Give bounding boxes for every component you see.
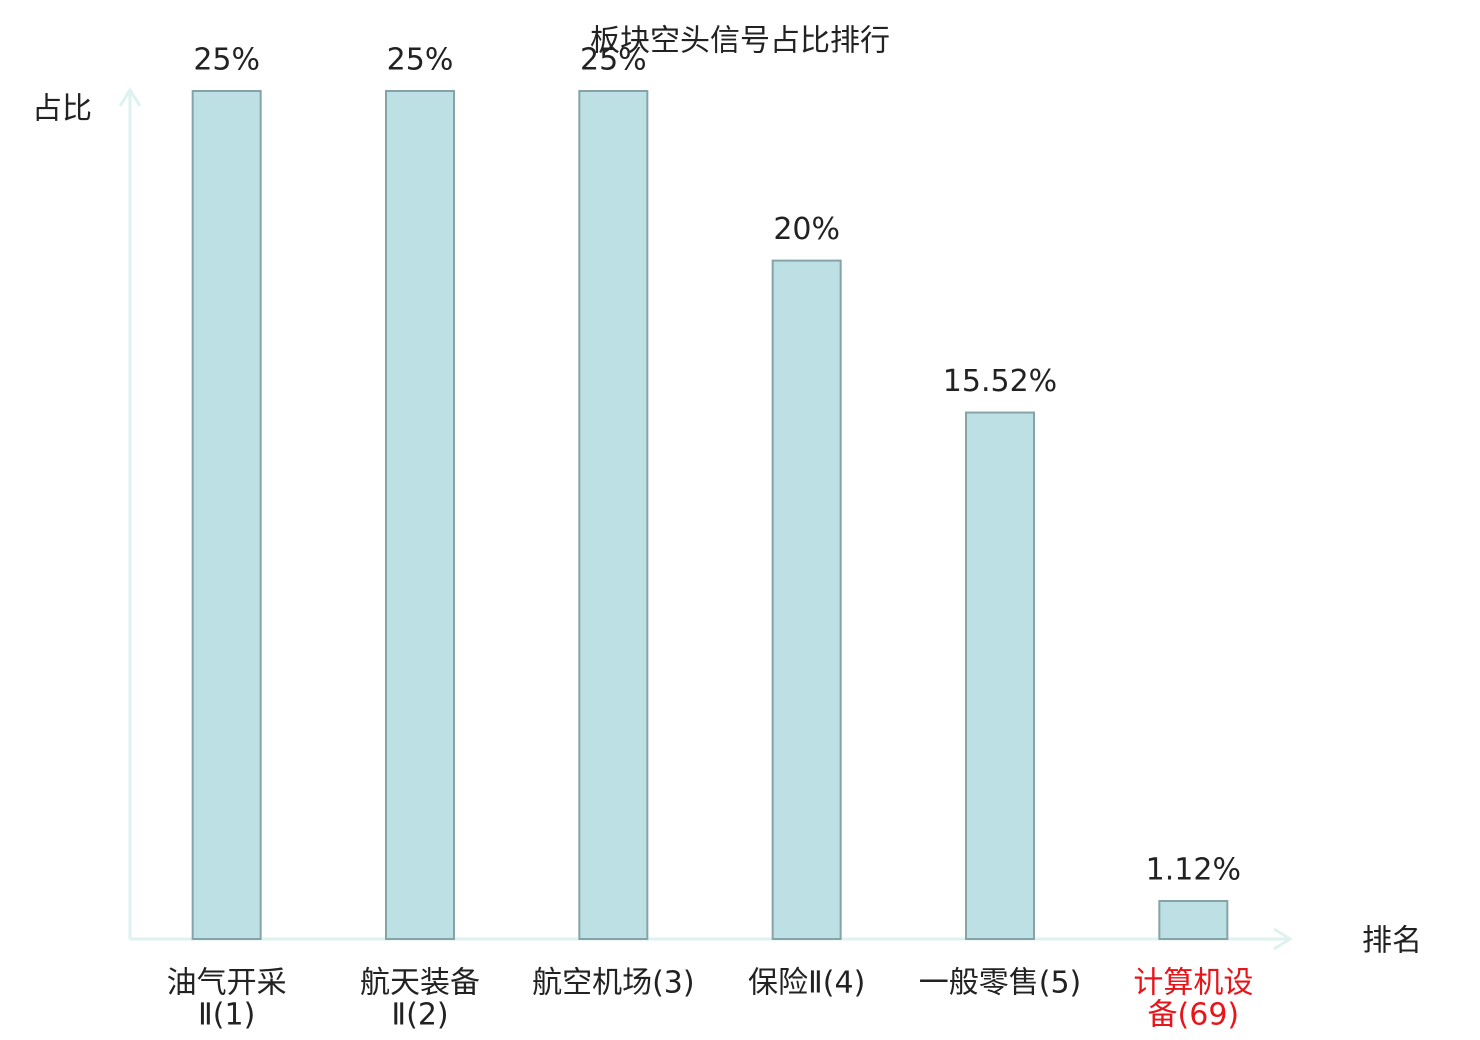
- value-label: 25%: [580, 43, 647, 78]
- value-label: 20%: [773, 212, 840, 247]
- value-label: 25%: [193, 43, 260, 78]
- bar: [771, 259, 842, 941]
- x-tick-label: 航空机场(3): [532, 966, 695, 1001]
- value-label: 1.12%: [1146, 853, 1241, 888]
- x-tick-label: 保险Ⅱ(4): [748, 966, 865, 1001]
- bar: [578, 90, 649, 940]
- x-tick-label: Ⅱ(1): [198, 998, 255, 1033]
- x-tick-label: 计算机设: [1133, 966, 1253, 1001]
- x-axis-label: 排名: [1362, 924, 1422, 959]
- y-axis-label: 占比: [32, 92, 92, 127]
- value-label: 15.52%: [943, 364, 1057, 399]
- x-tick-label: 油气开采: [167, 966, 287, 1001]
- value-label: 25%: [387, 43, 454, 78]
- bar: [385, 90, 455, 940]
- bar: [965, 411, 1035, 941]
- x-axis: [130, 927, 1293, 951]
- bar: [1158, 900, 1229, 940]
- x-tick-label: 航天装备: [360, 966, 480, 1001]
- x-tick-label: 一般零售(5): [919, 966, 1082, 1001]
- bar: [191, 90, 262, 940]
- y-axis: [118, 87, 142, 939]
- chart-title: 板块空头信号占比排行: [590, 24, 890, 59]
- x-tick-label: 备(69): [1148, 998, 1240, 1033]
- x-tick-label: Ⅱ(2): [391, 998, 448, 1033]
